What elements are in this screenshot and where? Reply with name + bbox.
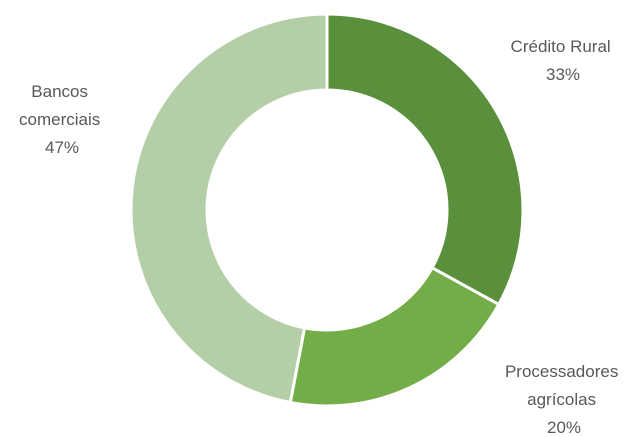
slice-label-credito-rural-percent: 33%	[546, 65, 580, 84]
donut-slice-processadores	[288, 265, 501, 408]
donut-slice-bancos	[129, 12, 329, 405]
donut-slices	[129, 12, 525, 408]
slice-label-processadores-line1: Processadores	[505, 362, 618, 381]
slice-label-bancos: Bancos comerciais 47%	[19, 82, 105, 157]
slice-label-credito-rural-name: Crédito Rural	[511, 37, 611, 56]
slice-label-bancos-line2: comerciais	[19, 110, 100, 129]
slice-label-bancos-line1: Bancos	[31, 82, 88, 101]
donut-slice-credito-rural	[325, 12, 525, 307]
slice-label-bancos-percent: 47%	[45, 138, 79, 157]
slice-label-processadores: Processadores agrícolas 20%	[505, 362, 623, 437]
slice-label-processadores-percent: 20%	[547, 418, 581, 437]
slice-label-credito-rural: Crédito Rural 33%	[511, 37, 616, 84]
slice-label-processadores-line2: agrícolas	[527, 390, 596, 409]
